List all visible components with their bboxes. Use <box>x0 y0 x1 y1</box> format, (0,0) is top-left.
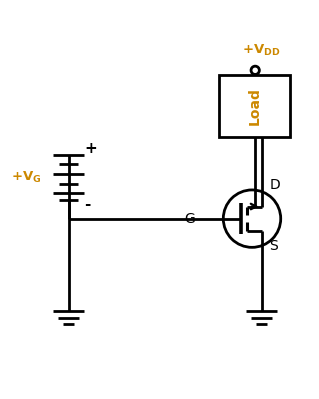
Text: +: + <box>85 141 97 156</box>
Text: $\mathbf{+V_{DD}}$: $\mathbf{+V_{DD}}$ <box>242 42 281 57</box>
Text: $\mathbf{+V_G}$: $\mathbf{+V_G}$ <box>11 170 41 185</box>
Text: D: D <box>270 178 280 192</box>
Text: -: - <box>85 197 91 212</box>
Text: Load: Load <box>248 87 261 125</box>
Bar <box>219 75 290 137</box>
Text: S: S <box>270 239 278 253</box>
Text: G: G <box>184 211 195 226</box>
